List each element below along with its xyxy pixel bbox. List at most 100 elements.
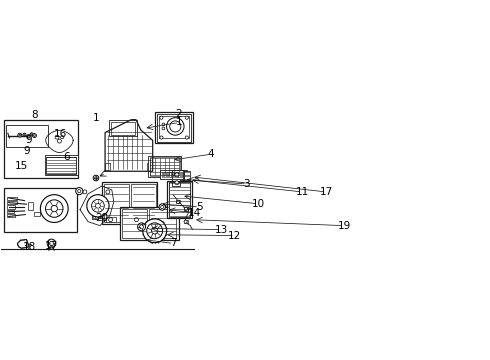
Text: 19: 19 [337,221,351,231]
Bar [7,206,15,208]
Bar [6,125,48,147]
Circle shape [185,136,189,139]
Circle shape [40,195,68,222]
Circle shape [167,118,184,135]
Circle shape [57,139,61,143]
Text: 14: 14 [188,208,201,217]
Bar [184,207,188,211]
Text: 13: 13 [214,225,227,235]
Bar [109,121,137,136]
Circle shape [46,200,63,217]
Text: 9: 9 [25,135,32,145]
Circle shape [33,135,35,136]
Circle shape [109,218,113,222]
Text: 1: 1 [176,117,183,127]
Circle shape [95,177,97,179]
Text: 15: 15 [15,161,28,171]
Bar [122,209,147,238]
Text: 12: 12 [228,230,242,240]
Bar [149,209,175,238]
Bar [169,172,171,177]
Circle shape [184,220,187,223]
Bar [105,163,110,171]
Circle shape [175,181,179,185]
Bar [147,163,151,171]
Circle shape [96,203,100,208]
Text: 4: 4 [208,149,214,159]
Circle shape [159,204,166,210]
Text: 20: 20 [95,213,108,223]
Circle shape [61,136,64,139]
Bar [184,176,190,179]
Bar [7,201,17,204]
Text: 17: 17 [45,241,58,251]
Bar [178,172,180,177]
Circle shape [26,135,30,138]
Bar [132,216,142,222]
Text: 17: 17 [319,187,333,197]
Text: 18: 18 [23,242,36,252]
Circle shape [185,116,189,119]
Bar [148,156,181,177]
Bar [183,171,191,180]
Circle shape [55,135,59,139]
Bar [184,172,190,175]
Circle shape [30,133,33,136]
Bar [164,172,166,177]
Bar [111,122,135,135]
Circle shape [106,190,110,194]
Text: 10: 10 [252,199,265,209]
Bar [95,216,97,218]
Circle shape [151,228,158,234]
Circle shape [18,133,22,137]
Polygon shape [17,239,29,248]
Circle shape [160,116,163,119]
Circle shape [134,218,138,222]
Circle shape [176,200,180,203]
Circle shape [24,134,25,135]
Bar [167,172,168,177]
Bar [172,172,173,177]
Bar [131,184,156,222]
Circle shape [170,121,181,132]
Circle shape [75,188,83,195]
Text: 9: 9 [23,147,30,157]
Bar [169,183,191,217]
Circle shape [162,123,165,126]
Bar [162,172,163,177]
Bar [45,156,78,175]
Bar [47,157,76,174]
Bar [183,172,185,177]
Bar [176,200,180,203]
Bar [102,182,157,224]
Circle shape [143,219,167,243]
Text: 1: 1 [93,113,99,123]
Text: 2: 2 [175,109,182,119]
Bar [34,212,40,216]
Circle shape [51,206,57,212]
Bar [181,172,182,177]
Bar [7,210,14,213]
Circle shape [93,175,98,181]
Text: 7: 7 [170,238,176,248]
Text: 6: 6 [63,152,70,162]
Bar [174,172,175,177]
Bar [155,112,193,144]
Circle shape [47,239,56,248]
Text: 3: 3 [244,179,250,189]
Bar [176,172,178,177]
Bar [120,207,179,239]
Bar [160,170,187,179]
Circle shape [138,223,146,231]
Bar [7,214,15,217]
Circle shape [161,206,164,208]
Text: 11: 11 [295,187,309,197]
Bar [92,215,98,219]
Bar [4,120,78,179]
Text: 16: 16 [54,129,67,139]
Bar [28,202,33,210]
Bar [104,184,129,222]
Circle shape [32,134,36,138]
Circle shape [92,199,104,212]
Bar [184,220,188,223]
